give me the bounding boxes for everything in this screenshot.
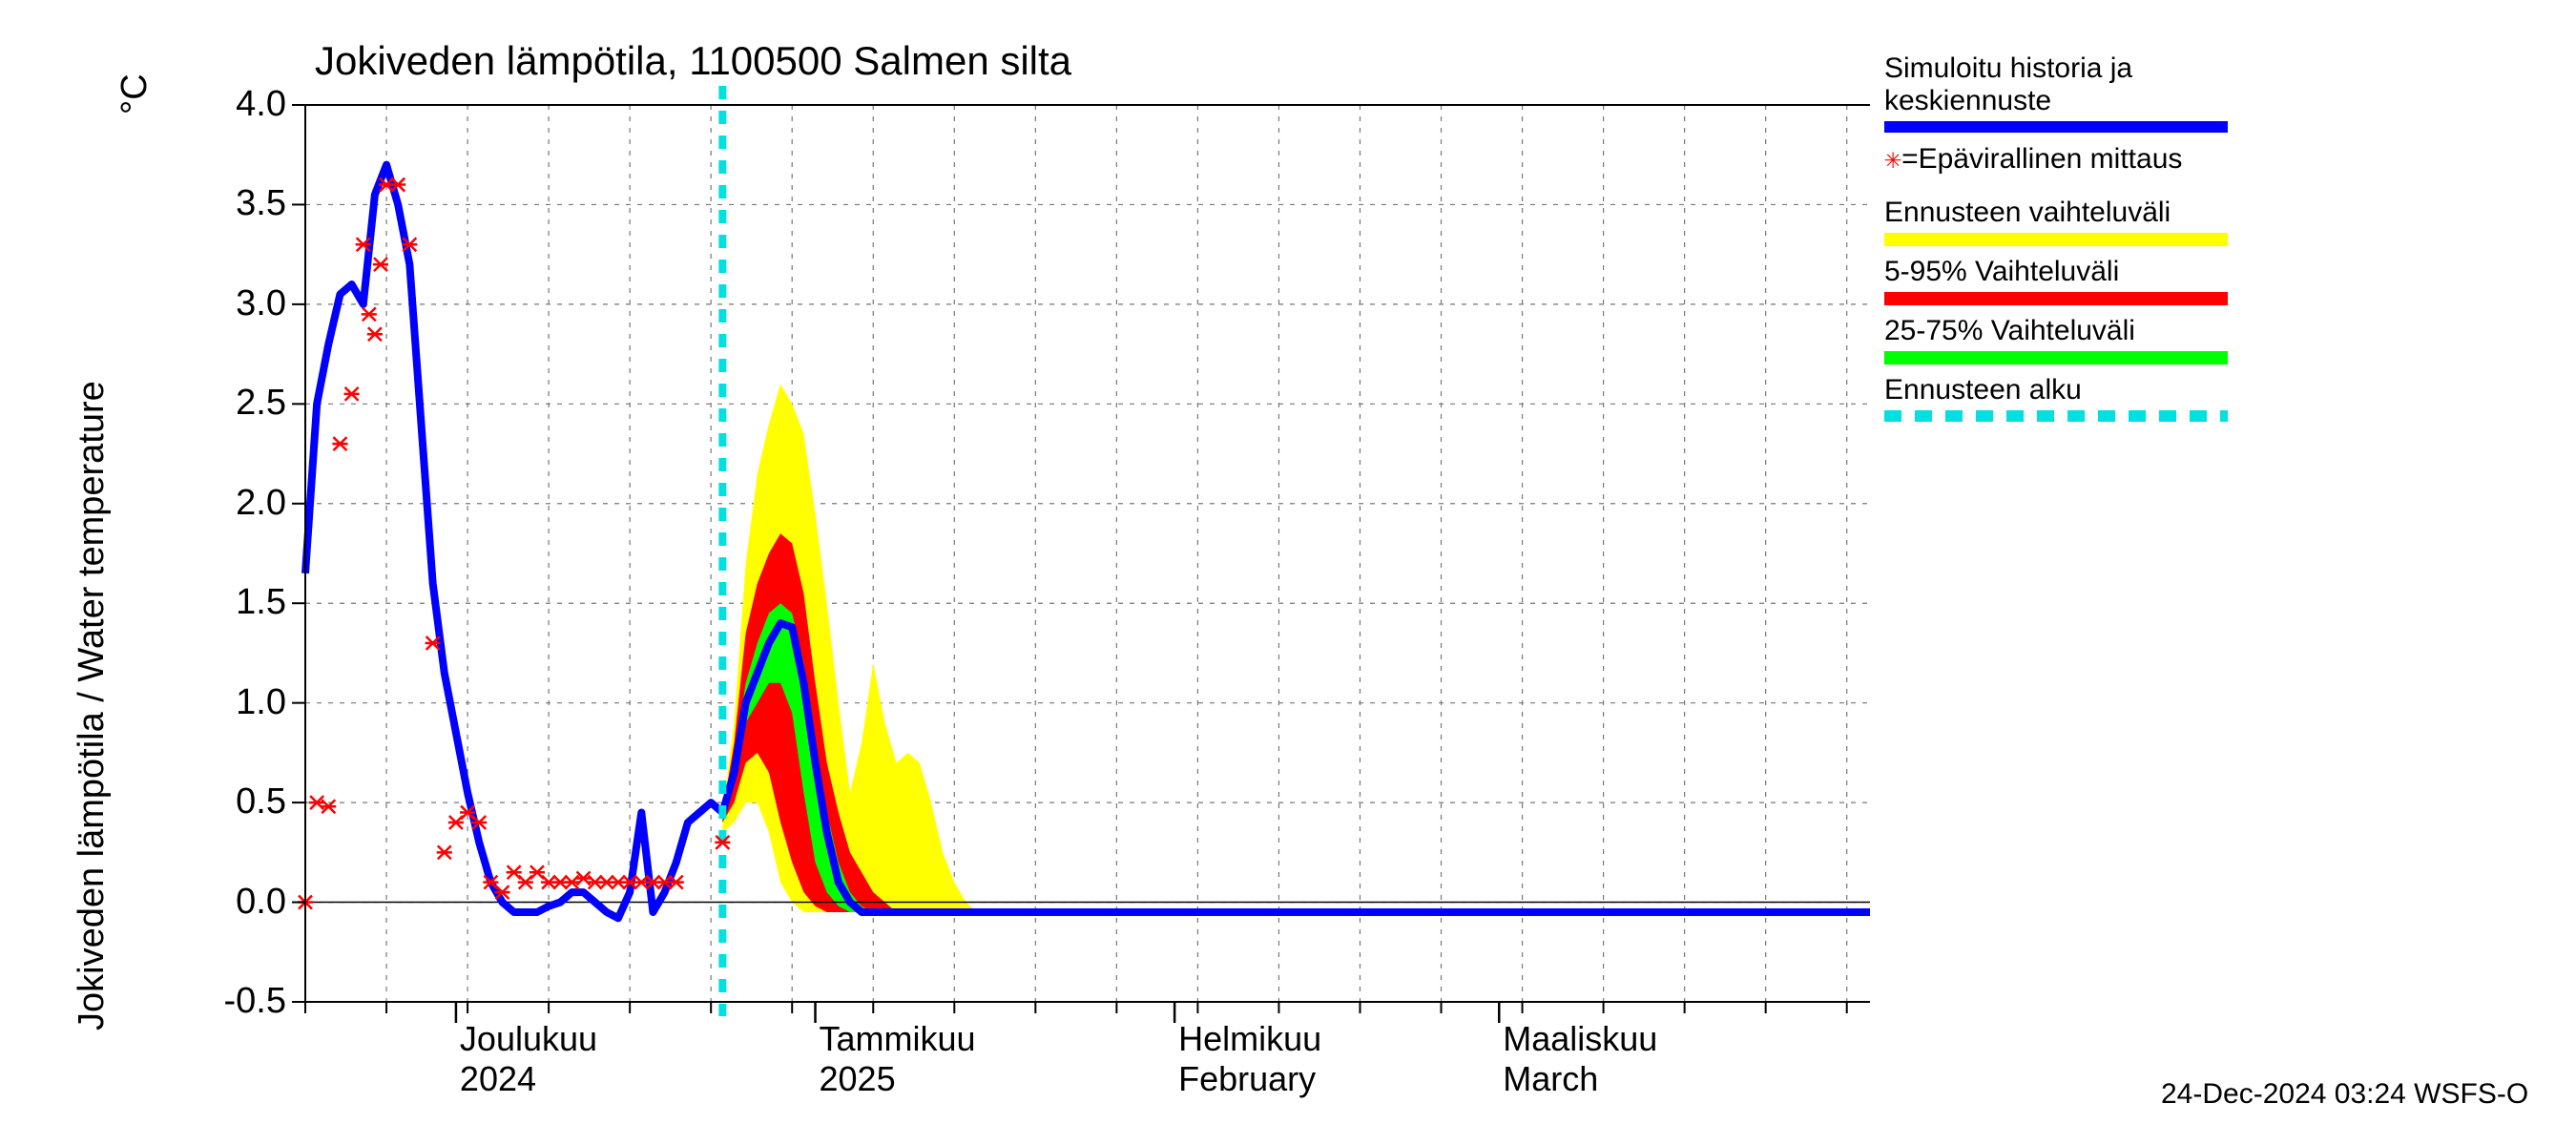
y-tick-label: -0.5 (200, 981, 286, 1022)
x-month-label: Helmikuu (1178, 1019, 1321, 1059)
y-tick-label: 3.0 (200, 283, 286, 324)
x-month-label: Tammikuu (820, 1019, 976, 1059)
y-tick-label: 2.0 (200, 483, 286, 524)
y-tick-label: 3.5 (200, 183, 286, 224)
x-month-label: Joulukuu (460, 1019, 597, 1059)
legend-swatch (1884, 233, 2228, 246)
legend-item: ✳=Epävirallinen mittaus (1884, 142, 2247, 176)
legend-swatch (1884, 121, 2228, 133)
y-tick-label: 4.0 (200, 84, 286, 125)
y-tick-label: 0.5 (200, 781, 286, 822)
x-month-sublabel: March (1503, 1059, 1598, 1099)
x-month-sublabel: 2025 (820, 1059, 896, 1099)
legend-item: Ennusteen vaihteluväli (1884, 197, 2247, 246)
footer-timestamp: 24-Dec-2024 03:24 WSFS-O (2161, 1078, 2528, 1111)
legend: Simuloitu historia jakeskiennuste ✳=Epävi… (1884, 52, 2247, 431)
x-month-sublabel: February (1178, 1059, 1316, 1099)
legend-swatch (1884, 292, 2228, 305)
legend-item: 5-95% Vaihteluväli (1884, 256, 2247, 305)
x-month-label: Maaliskuu (1503, 1019, 1657, 1059)
legend-item: Ennusteen alku (1884, 374, 2247, 422)
legend-item: 25-75% Vaihteluväli (1884, 315, 2247, 364)
y-tick-label: 1.5 (200, 582, 286, 623)
legend-item: Simuloitu historia jakeskiennuste (1884, 52, 2247, 133)
legend-swatch (1884, 351, 2228, 364)
x-month-sublabel: 2024 (460, 1059, 536, 1099)
chart-container: Jokiveden lämpötila, 1100500 Salmen silt… (0, 0, 2576, 1145)
legend-swatch (1884, 410, 2228, 422)
y-tick-label: 2.5 (200, 383, 286, 424)
y-tick-label: 1.0 (200, 682, 286, 723)
y-tick-label: 0.0 (200, 882, 286, 923)
